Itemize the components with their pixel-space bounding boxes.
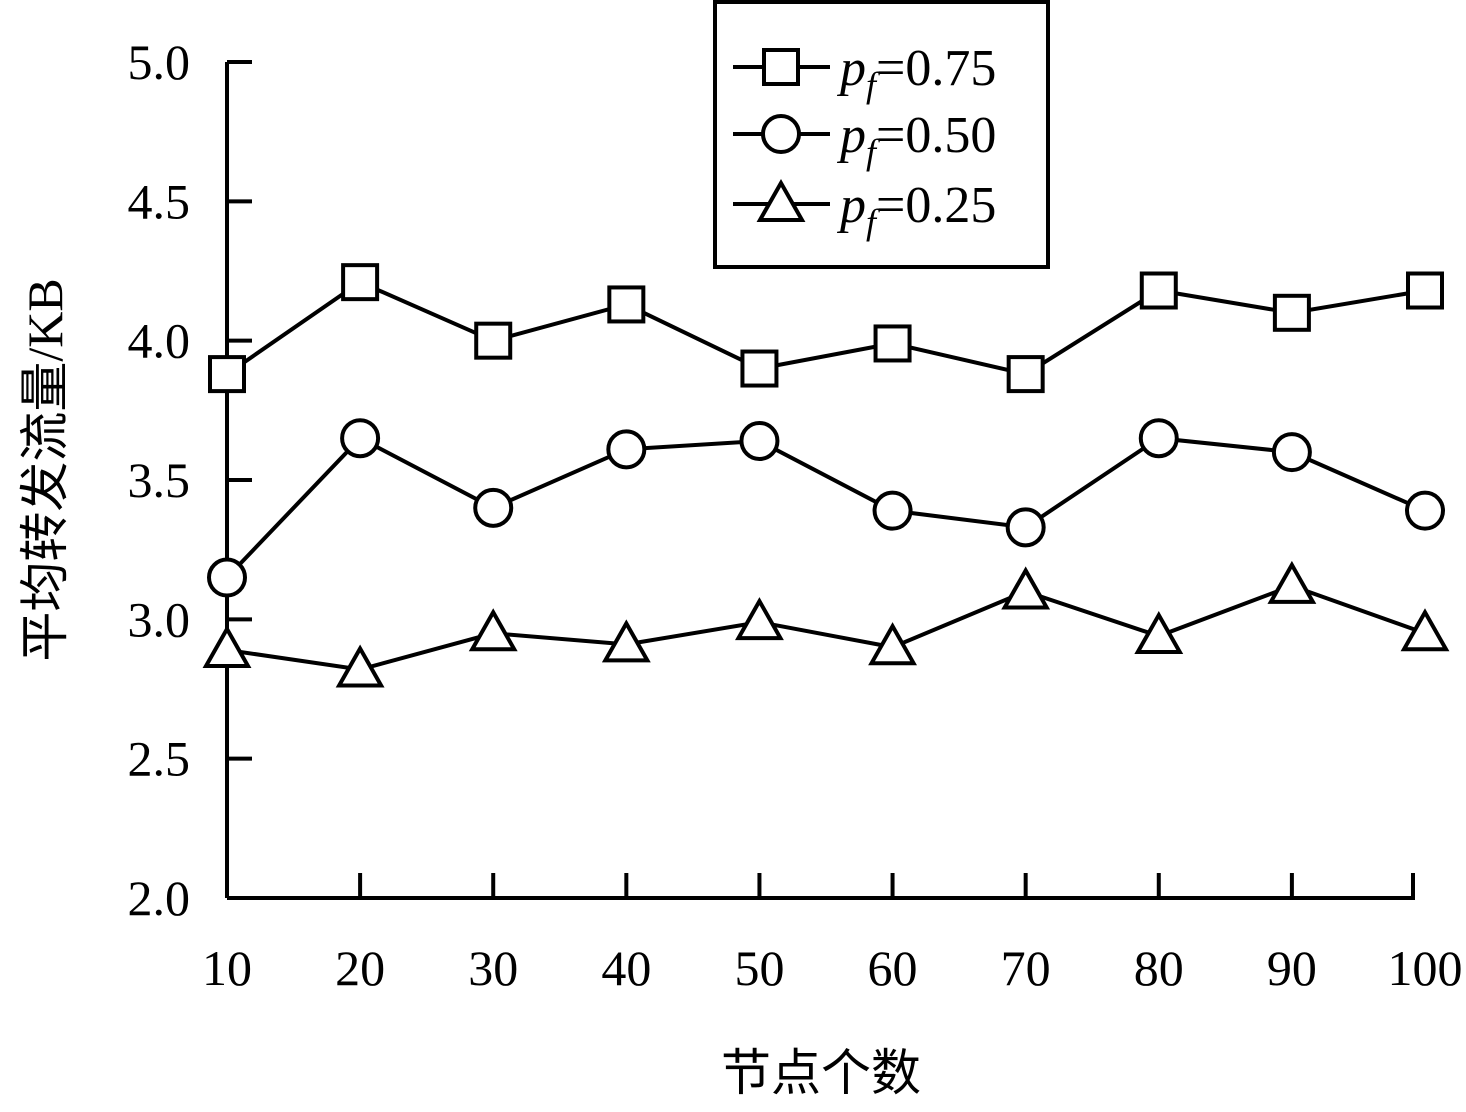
- x-tick-label: 70: [1001, 940, 1051, 996]
- series-group: [202, 263, 1450, 688]
- axes: 2.0 2.5 3.0 3.5 4.0 4.5 5.0 10 20 30 40 50 60 70 80 90 1…: [128, 34, 1463, 996]
- y-tick-label: 2.5: [128, 731, 191, 787]
- y-tick-label: 3.5: [128, 452, 191, 508]
- data-point: [474, 321, 513, 360]
- legend-marker: [756, 178, 806, 222]
- x-tick-label: 40: [601, 940, 651, 996]
- x-tick-label: 60: [868, 940, 918, 996]
- series-line: [225, 435, 1426, 579]
- data-point: [1134, 611, 1184, 655]
- series-triangle: [202, 560, 1450, 688]
- legend-entry: pf=0.75: [733, 40, 996, 105]
- x-axis-title: 节点个数: [721, 1045, 921, 1101]
- legend-label: pf=0.50: [836, 107, 996, 172]
- data-point: [1405, 490, 1445, 531]
- data-point: [1005, 507, 1046, 548]
- legend-entry: pf=0.25: [733, 177, 996, 242]
- y-tick-label: 5.0: [128, 34, 191, 90]
- data-point: [1001, 566, 1051, 610]
- y-tick-label: 4.5: [128, 173, 191, 229]
- series-line: [226, 583, 1426, 672]
- data-point: [1271, 432, 1312, 473]
- legend-entry: pf=0.50: [733, 107, 996, 172]
- data-point: [868, 622, 917, 666]
- data-point: [740, 349, 779, 388]
- data-point: [607, 285, 646, 324]
- data-point: [606, 429, 647, 470]
- y-axis-title: 平均转发流量/KB: [17, 278, 73, 661]
- data-point: [735, 597, 784, 641]
- legend-marker: [761, 114, 801, 154]
- data-point: [601, 619, 651, 663]
- series-circle: [207, 418, 1445, 598]
- data-point: [1138, 418, 1179, 459]
- legend-label: pf=0.75: [836, 40, 996, 105]
- legend-marker: [762, 48, 800, 86]
- series-square: [208, 263, 1444, 394]
- legend-label: pf=0.25: [836, 177, 996, 242]
- data-point: [1406, 271, 1444, 310]
- data-point: [1267, 560, 1317, 604]
- data-point: [202, 624, 252, 668]
- y-tick-label: 2.0: [128, 870, 191, 926]
- data-point: [1139, 271, 1178, 310]
- x-tick-label: 30: [468, 940, 518, 996]
- data-point: [208, 355, 246, 394]
- data-point: [1006, 355, 1045, 394]
- x-tick-label: 100: [1388, 940, 1463, 996]
- y-tick-label: 3.0: [128, 591, 191, 647]
- x-tick-label: 80: [1134, 940, 1184, 996]
- data-point: [341, 263, 380, 302]
- x-tick-label: 50: [734, 940, 784, 996]
- data-point: [340, 418, 381, 459]
- data-point: [1400, 608, 1450, 652]
- data-point: [473, 487, 514, 528]
- data-point: [335, 644, 385, 688]
- x-tick-label: 90: [1267, 940, 1317, 996]
- series-line: [225, 279, 1426, 377]
- x-tick-label: 10: [202, 940, 252, 996]
- data-point: [207, 557, 247, 598]
- y-tick-label: 4.0: [128, 313, 191, 369]
- data-point: [873, 324, 912, 363]
- data-point: [739, 420, 780, 461]
- data-point: [1272, 293, 1311, 332]
- x-tick-label: 20: [335, 940, 385, 996]
- data-point: [872, 490, 913, 531]
- data-point: [468, 608, 518, 652]
